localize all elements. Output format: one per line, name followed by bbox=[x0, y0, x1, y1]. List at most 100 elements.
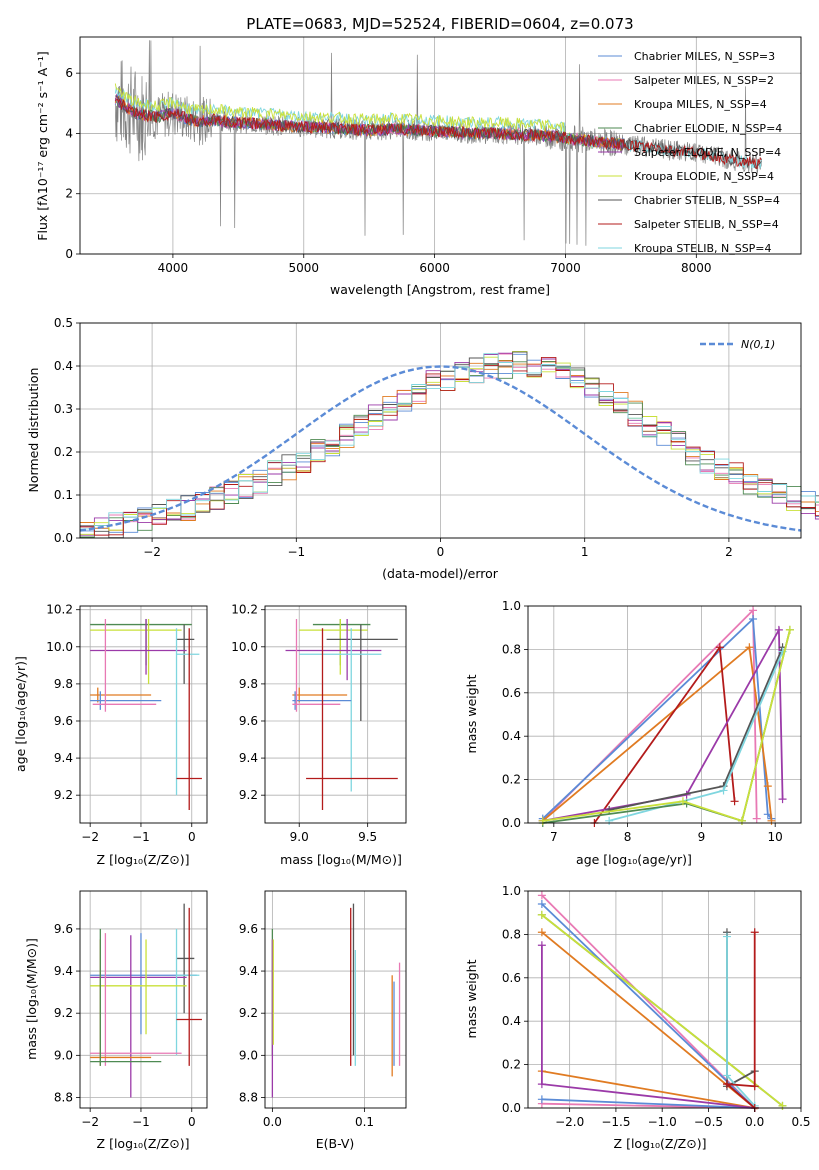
weight-age-x-tick-label: 7 bbox=[550, 830, 558, 844]
weight-vs-age-marks bbox=[538, 606, 794, 827]
mass-z-y-tick-label: 9.6 bbox=[54, 922, 73, 936]
age-vs-mass-x-label: mass [log₁₀(M/M⊙)] bbox=[280, 852, 402, 867]
age-z-y-tick-label: 10.2 bbox=[46, 603, 73, 617]
weight-marker-salpeter-miles bbox=[537, 891, 546, 900]
errorbar-point-chabrier-miles bbox=[292, 691, 352, 710]
mass-z-y-tick-label: 9.2 bbox=[54, 1006, 73, 1020]
mass-ebv-x-tick-label: 0.0 bbox=[263, 1115, 282, 1129]
weight-line-salpeter-elodie bbox=[541, 945, 755, 1109]
weight-marker-kroupa-miles bbox=[767, 816, 776, 825]
weight-line-salpeter-elodie bbox=[542, 626, 784, 822]
weight-line-kroupa-elodie bbox=[542, 629, 791, 822]
residuals-x-label: (data-model)/error bbox=[382, 566, 499, 581]
weight-marker-salpeter-stelib bbox=[715, 643, 724, 652]
residuals-x-tick-label: 0 bbox=[437, 545, 445, 559]
mass-ebv-y-tick-label: 9.2 bbox=[239, 1006, 258, 1020]
weight-marker-chabrier-stelib bbox=[605, 805, 614, 814]
weight-marker-chabrier-miles bbox=[749, 615, 758, 624]
legend-entry: Salpeter ELODIE, N_SSP=4 bbox=[634, 146, 781, 159]
mass-ebv-x-tick-label: 0.1 bbox=[355, 1115, 374, 1129]
weight-marker-salpeter-elodie bbox=[537, 1080, 546, 1089]
legend-entry: Salpeter STELIB, N_SSP=4 bbox=[634, 218, 779, 231]
model-spectrum-chabrier-stelib bbox=[115, 95, 762, 169]
mass-vs-EBV-axes-frame bbox=[264, 890, 407, 1109]
weight-marker-kroupa-elodie bbox=[785, 625, 794, 634]
weight-age-y-tick-label: 0.6 bbox=[502, 686, 521, 700]
errorbar-point-kroupa-miles bbox=[90, 939, 152, 1066]
age-mass-y-tick-label: 9.6 bbox=[239, 714, 258, 728]
errorbar-point-kroupa-stelib bbox=[299, 628, 382, 792]
weight-line-salpeter-stelib bbox=[724, 932, 756, 1109]
age-vs-Z-x-label: Z [log₁₀(Z/Z⊙)] bbox=[97, 852, 190, 867]
residuals-y-tick-label: 0.2 bbox=[54, 445, 73, 459]
errorbar-point-kroupa-elodie bbox=[90, 939, 187, 1035]
weight-marker-salpeter-stelib bbox=[722, 1080, 731, 1089]
weight-z-x-tick-label: −1.0 bbox=[648, 1115, 677, 1129]
age-z-y-tick-label: 9.4 bbox=[54, 751, 73, 765]
weight-vs-age-y-label: mass weight bbox=[464, 674, 479, 753]
weight-line-chabrier-miles bbox=[542, 617, 773, 820]
weight-z-x-tick-label: 0.0 bbox=[745, 1115, 764, 1129]
weight-marker-salpeter-elodie bbox=[774, 625, 783, 634]
weight-marker-chabrier-miles bbox=[537, 1095, 546, 1104]
age-z-y-tick-label: 10.0 bbox=[46, 640, 73, 654]
weight-vs-age-panel: 7 8 9 10 0.0 0.2 0.4 0.6 0.8 1.0 age [log₁₀(age/yr… bbox=[464, 599, 802, 867]
weight-z-x-tick-label: −0.5 bbox=[694, 1115, 723, 1129]
weight-vs-age-axes-frame bbox=[527, 605, 802, 824]
weight-marker-kroupa-miles bbox=[537, 928, 546, 937]
gaussian-reference-curve bbox=[79, 365, 802, 532]
residuals-panel: −2 −1 0 1 2 0.0 0.1 0.2 0.3 0.4 0.5 (data-model)/e… bbox=[26, 316, 819, 581]
spectrum-y-tick-label: 6 bbox=[65, 66, 73, 80]
legend-entry: Chabrier STELIB, N_SSP=4 bbox=[634, 194, 780, 207]
weight-marker-salpeter-miles bbox=[752, 814, 761, 823]
mass-z-x-tick-label: 0 bbox=[188, 1115, 196, 1129]
mass-vs-Z-x-label: Z [log₁₀(Z/Z⊙)] bbox=[97, 1136, 190, 1151]
residuals-y-tick-label: 0.0 bbox=[54, 531, 73, 545]
mass-vs-EBV-marks bbox=[271, 903, 401, 1098]
weight-z-x-tick-label: 0.5 bbox=[791, 1115, 810, 1129]
weight-marker-salpeter-elodie bbox=[778, 795, 787, 804]
spectrum-x-tick-label: 4000 bbox=[158, 261, 189, 275]
age-z-x-tick-label: −2 bbox=[81, 830, 99, 844]
weight-marker-kroupa-elodie bbox=[537, 910, 546, 919]
weight-marker-chabrier-miles bbox=[537, 900, 546, 909]
weight-marker-kroupa-stelib bbox=[722, 932, 731, 941]
mass-ebv-y-tick-label: 9.0 bbox=[239, 1048, 258, 1062]
weight-age-x-tick-label: 10 bbox=[768, 830, 783, 844]
age-vs-Z-y-label: age [log₁₀(age/yr)] bbox=[13, 656, 28, 772]
errorbar-point-chabrier-miles bbox=[90, 691, 162, 710]
weight-line-salpeter-stelib bbox=[593, 644, 736, 824]
residuals-x-tick-label: 1 bbox=[581, 545, 589, 559]
residual-histograms bbox=[79, 351, 819, 539]
weight-vs-Z-x-label: Z [log₁₀(Z/Z⊙)] bbox=[614, 1136, 707, 1151]
errorbar-point-kroupa-elodie bbox=[299, 618, 368, 675]
weight-vs-Z-panel: −2.0 −1.5 −1.0 −0.5 0.0 0.5 0.0 0.2 0.4 0.6 0.8 1.0… bbox=[464, 884, 811, 1151]
age-vs-Z-panel: −2 −1 0 9.2 9.4 9.6 9.8 10.0 10.2 Z [log₁₀(Z/Z⊙)]… bbox=[13, 603, 208, 867]
spectrum-legend: Chabrier MILES, N_SSP=3 Salpeter MILES, N… bbox=[598, 50, 782, 255]
mass-vs-Z-axes-frame bbox=[79, 890, 208, 1109]
legend-entry: Kroupa MILES, N_SSP=4 bbox=[634, 98, 767, 111]
residuals-x-tick-label: −2 bbox=[143, 545, 161, 559]
weight-vs-age-x-label: age [log₁₀(age/yr)] bbox=[576, 852, 692, 867]
age-mass-y-tick-label: 10.0 bbox=[231, 640, 258, 654]
spectrum-lines bbox=[114, 40, 763, 246]
residuals-y-tick-label: 0.1 bbox=[54, 488, 73, 502]
model-spectrum-salpeter-stelib bbox=[115, 98, 762, 169]
model-spectrum-kroupa-elodie bbox=[114, 83, 625, 149]
spectrum-x-tick-label: 7000 bbox=[550, 261, 581, 275]
weight-marker-kroupa-elodie bbox=[538, 816, 547, 825]
age-vs-mass-axes-frame bbox=[264, 605, 407, 824]
age-vs-Z-axes-frame bbox=[79, 605, 208, 824]
mass-z-x-tick-label: −2 bbox=[81, 1115, 99, 1129]
weight-marker-kroupa-miles bbox=[745, 643, 754, 652]
weight-age-y-tick-label: 0.8 bbox=[502, 642, 521, 656]
errorbar-point-salpeter-miles bbox=[292, 618, 341, 712]
mass-vs-EBV-panel: 0.0 0.1 8.8 9.0 9.2 9.4 9.6 E(B-V) bbox=[239, 890, 407, 1151]
histogram-chabrier-miles bbox=[80, 353, 819, 533]
spectrum-y-tick-label: 4 bbox=[65, 126, 73, 140]
errorbar-point-chabrier-elodie bbox=[90, 928, 162, 1066]
mass-z-y-tick-label: 9.4 bbox=[54, 964, 73, 978]
mass-z-y-tick-label: 8.8 bbox=[54, 1090, 73, 1104]
legend-entry: Chabrier MILES, N_SSP=3 bbox=[634, 50, 775, 63]
errorbar-point-kroupa-elodie bbox=[90, 618, 182, 684]
